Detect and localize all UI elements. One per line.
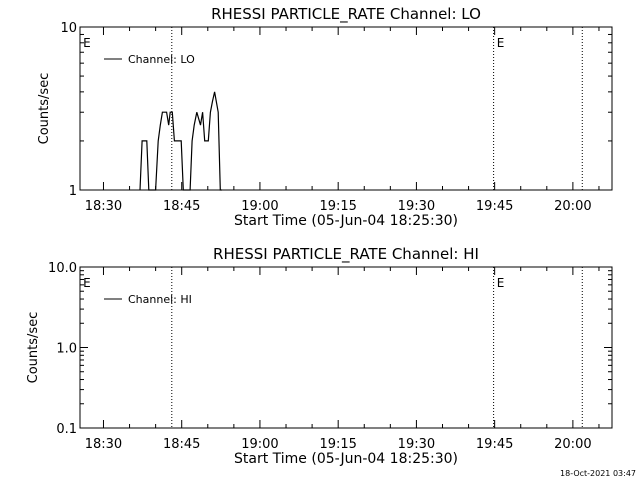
event-marker-1-0: E (83, 276, 91, 290)
x-tick-label-0-3: 19:15 (319, 199, 356, 214)
x-tick-label-0-2: 19:00 (241, 199, 278, 214)
x-tick-label-0-1: 18:45 (163, 199, 200, 214)
x-axis-label-0: Start Time (05-Jun-04 18:25:30) (234, 213, 458, 229)
y-tick-label-0-0: 1 (69, 184, 77, 199)
x-tick-label-1-1: 18:45 (163, 437, 200, 452)
legend-label-1-0: Channel: HI (128, 293, 192, 306)
footer-timestamp: 18-Oct-2021 03:47 (560, 469, 636, 478)
x-tick-label-1-0: 18:30 (85, 437, 122, 452)
x-tick-label-0-0: 18:30 (85, 199, 122, 214)
y-tick-label-1-0: 0.1 (56, 422, 77, 437)
plot-frame-1 (79, 266, 613, 429)
x-tick-label-1-6: 20:00 (554, 437, 591, 452)
x-tick-label-0-6: 20:00 (554, 199, 591, 214)
x-tick-label-1-3: 19:15 (319, 437, 356, 452)
y-axis-label-0: Counts/sec (37, 73, 52, 145)
x-axis-label-1: Start Time (05-Jun-04 18:25:30) (234, 451, 458, 467)
x-tick-label-1-5: 19:45 (476, 437, 513, 452)
x-tick-label-1-4: 19:30 (398, 437, 435, 452)
x-tick-label-1-2: 19:00 (241, 437, 278, 452)
plot-frame-0 (79, 26, 613, 191)
series-line-0-0 (139, 91, 222, 191)
x-tick-label-0-5: 19:45 (476, 199, 513, 214)
chart-title-0: RHESSI PARTICLE_RATE Channel: LO (211, 5, 481, 24)
chart-title-1: RHESSI PARTICLE_RATE Channel: HI (213, 245, 479, 264)
event-marker-0-1: E (497, 36, 505, 50)
event-marker-0-0: E (83, 36, 91, 50)
y-tick-label-1-2: 10.0 (48, 261, 77, 276)
y-tick-label-0-1: 10 (60, 21, 77, 36)
y-axis-label-1: Counts/sec (26, 312, 41, 384)
event-marker-1-1: E (497, 276, 505, 290)
legend-label-0-0: Channel: LO (128, 53, 195, 66)
y-tick-label-1-1: 1.0 (56, 342, 77, 357)
x-tick-label-0-4: 19:30 (398, 199, 435, 214)
